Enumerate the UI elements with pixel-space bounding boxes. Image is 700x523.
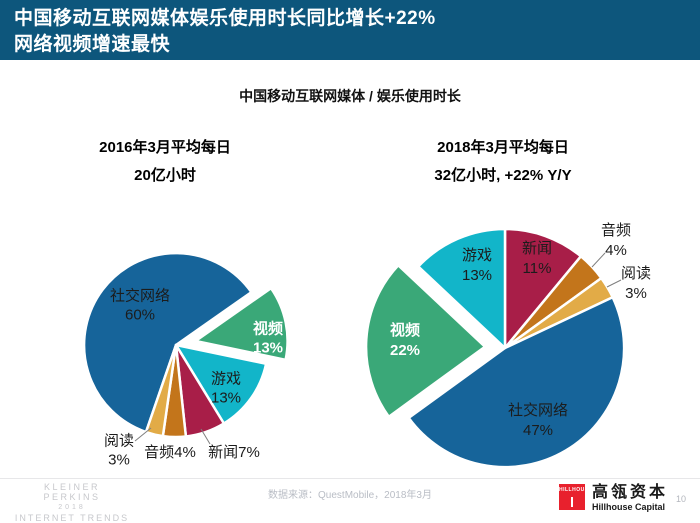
footer-divider — [0, 478, 700, 479]
hillhouse-name-en: Hillhouse Capital — [592, 502, 666, 512]
pie-2016-header-line1: 2016年3月平均每日 — [99, 139, 231, 156]
pie-2018-label-阅读-1: 3% — [625, 285, 647, 302]
pie-2016-label-视频-0: 视频 — [253, 320, 283, 338]
slide-title-line1: 中国移动互联网媒体娱乐使用时长同比增长+22% — [14, 8, 436, 29]
hillhouse-logo-text: 高瓴资本 Hillhouse Capital — [592, 484, 668, 512]
pie-2018-label-新闻-0: 新闻 — [522, 240, 552, 257]
pie-2016-label-音频-0: 音频4% — [144, 444, 196, 461]
chart-subtitle: 中国移动互联网媒体 / 娱乐使用时长 — [239, 88, 461, 104]
brand-line2: 2018 — [58, 504, 86, 511]
pie-2016-label-游戏-1: 13% — [211, 390, 241, 407]
pie-2016-leader-阅读 — [134, 427, 152, 442]
pie-2018-header-line2: 32亿小时, +22% Y/Y — [434, 167, 572, 184]
pie-2018-leader-音频 — [591, 252, 606, 268]
pie-2018-slice-视频 — [364, 264, 487, 418]
pie-2018-leader-阅读 — [606, 279, 622, 288]
hillhouse-name-cn: 高瓴资本 — [592, 484, 669, 501]
pie-2016-label-社交网络-0: 社交网络 — [110, 287, 170, 305]
pie-2016-leader-新闻 — [200, 428, 211, 445]
pie-2018-label-音频-1: 4% — [605, 242, 627, 259]
pie-2016-slice-社交网络 — [82, 251, 253, 434]
pie-2018-label-音频-0: 音频 — [601, 222, 631, 239]
pie-2016-header: 2016年3月平均每日 20亿小时 — [25, 134, 305, 190]
data-source-note: 数据来源：QuestMobile，2018年3月 — [268, 490, 432, 501]
pie-2018-label-游戏-0: 游戏 — [462, 247, 492, 264]
pie-2016-label-社交网络-1: 60% — [125, 307, 155, 324]
pie-2018-label-社交网络-1: 47% — [523, 422, 553, 439]
page-number: 10 — [676, 494, 687, 504]
kleiner-perkins-brand: KLEINER PERKINS 2018 INTERNET TRENDS — [14, 482, 130, 523]
pie-2018-header-line1: 2018年3月平均每日 — [437, 139, 569, 156]
pie-2016-label-游戏-0: 游戏 — [211, 371, 241, 388]
pie-2016-label-新闻-0: 新闻7% — [208, 444, 260, 461]
pie-2016-label-视频-1: 13% — [253, 340, 283, 357]
slide-title-line2: 网络视频增速最快 — [14, 34, 171, 55]
pie-2016-label-阅读-1: 3% — [108, 452, 130, 469]
pie-2018-slice-社交网络 — [407, 296, 626, 469]
pie-2018-label-游戏-1: 13% — [462, 267, 492, 284]
hillhouse-logo-word: HILLHOUSE — [559, 487, 593, 493]
pie-2016-slice-视频 — [194, 286, 289, 362]
brand-line1: KLEINER PERKINS — [43, 482, 101, 502]
title-bar: 中国移动互联网媒体娱乐使用时长同比增长+22% 网络视频增速最快 — [0, 0, 700, 60]
brand-line3: INTERNET TRENDS — [14, 513, 130, 523]
pie-2016-label-阅读-0: 阅读 — [104, 433, 134, 450]
hillhouse-logo-tick — [571, 497, 573, 507]
pie-2018-label-视频-0: 视频 — [390, 321, 420, 339]
pie-2016-slice-游戏 — [174, 343, 268, 425]
pie-2018-label-阅读-0: 阅读 — [621, 265, 651, 282]
pie-2018-slice-游戏 — [417, 227, 507, 350]
pie-2018-label-视频-1: 22% — [390, 342, 420, 359]
pie-2018-label-社交网络-0: 社交网络 — [508, 401, 568, 419]
pie-2016-header-line2: 20亿小时 — [134, 167, 196, 184]
pie-2018-label-新闻-1: 11% — [523, 260, 552, 277]
hillhouse-logo-icon: HILLHOUSE — [559, 484, 593, 510]
hillhouse-logo: HILLHOUSE 高瓴资本 Hillhouse Capital — [559, 484, 668, 512]
pie-2018-slice-新闻 — [503, 227, 583, 350]
pie-2018-header: 2018年3月平均每日 32亿小时, +22% Y/Y — [363, 134, 643, 190]
